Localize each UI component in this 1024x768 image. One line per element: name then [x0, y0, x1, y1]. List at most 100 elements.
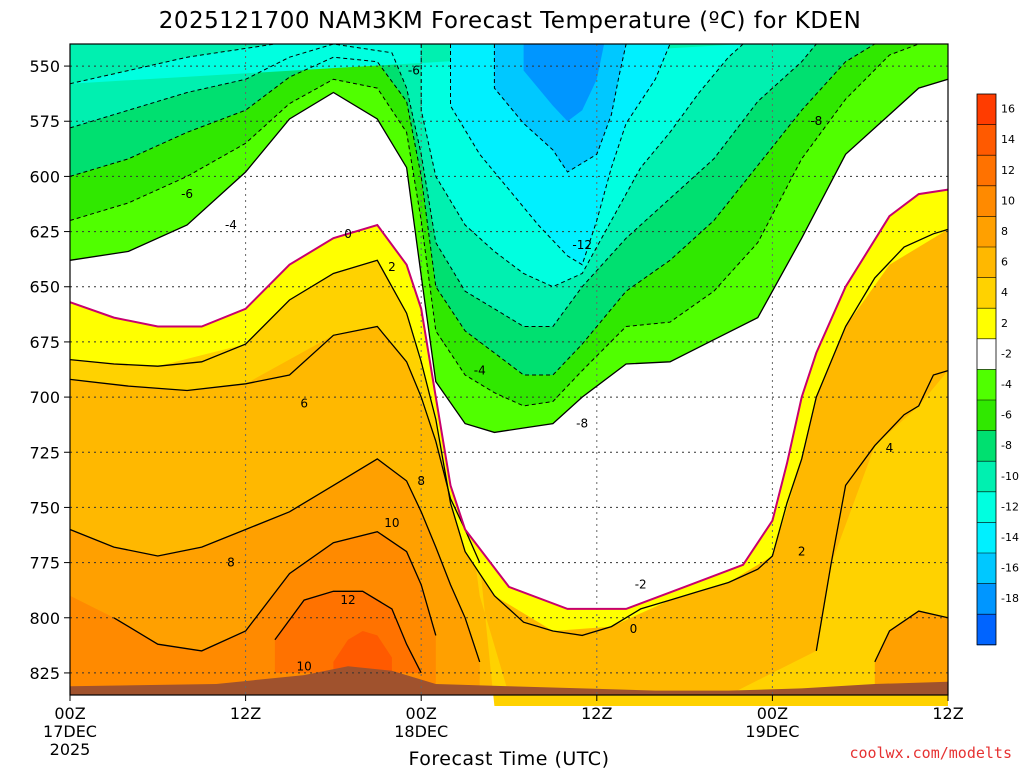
- contour-label: -12: [572, 238, 592, 252]
- contour-label: -4: [474, 364, 486, 378]
- colorbar-swatch: [977, 216, 996, 248]
- x-tick-label: 00Z: [406, 704, 437, 723]
- contour-line-dashed: [420, 43, 744, 288]
- contour-label: 2: [798, 545, 806, 559]
- terrain-fill: [70, 666, 948, 695]
- y-tick-label: 600: [29, 167, 60, 186]
- colorbar-swatch: [977, 124, 996, 156]
- colorbar-label: 10: [1001, 194, 1015, 207]
- contour-line-zero: [69, 188, 949, 610]
- contour-label: 2: [388, 260, 396, 274]
- axes: 55057560062565067570072575077580082500Z1…: [29, 43, 964, 759]
- colorbar-swatch: [977, 430, 996, 462]
- x-tick-date: 18DEC: [394, 722, 448, 741]
- y-tick-label: 825: [29, 664, 60, 683]
- contour-line-10: [113, 530, 437, 652]
- y-tick-label: 775: [29, 554, 60, 573]
- contour-line-dashed: [69, 43, 817, 327]
- contour-line-4: [69, 325, 481, 563]
- contour-label: 10: [296, 659, 311, 673]
- colorbar-swatch: [977, 185, 996, 217]
- contour-label: -6: [408, 63, 420, 77]
- contour-label: -6: [181, 187, 193, 201]
- colorbar-label: -8: [1001, 439, 1012, 452]
- contour-label: 6: [300, 397, 308, 411]
- contour-lines: [69, 43, 949, 674]
- chart-title: 2025121700 NAM3KM Forecast Temperature (…: [159, 8, 862, 34]
- contour-label: 0: [630, 622, 638, 636]
- contour-label: 12: [340, 593, 355, 607]
- colorbar-swatch: [977, 583, 996, 615]
- contour-label: -8: [576, 417, 588, 431]
- x-tick-label: 00Z: [54, 704, 85, 723]
- colorbar-swatch: [977, 553, 996, 585]
- colorbar-label: -10: [1001, 470, 1019, 483]
- source-credit[interactable]: coolwx.com/modelts: [849, 744, 1012, 762]
- contour-line-dashed: [69, 43, 919, 407]
- colorbar-label: -4: [1001, 378, 1012, 391]
- colorbar-label: -12: [1001, 500, 1019, 513]
- contour-label: 0: [344, 227, 352, 241]
- colorbar-label: -16: [1001, 562, 1019, 575]
- contour-label: 4: [886, 441, 894, 455]
- contour-label: 8: [227, 556, 235, 570]
- colorbar: 16 14 12 10 8 6 4 2 -2 -4 -6 -8 -10 -12 -14 -16 -18: [976, 93, 1019, 646]
- contour-labels: -6 -8 -6 -4 0 -12 2 -4 6 -8 4 8 10 2 8 -2 12 0 10: [181, 63, 893, 673]
- contour-line-2: [69, 228, 949, 637]
- colorbar-swatch: [977, 522, 996, 554]
- contour-line-dashed: [493, 43, 627, 173]
- grid-lines: [69, 44, 949, 695]
- colorbar-swatch: [977, 614, 996, 646]
- colorbar-label: 8: [1001, 225, 1008, 238]
- band-fill-14: [333, 631, 392, 676]
- x-tick-label: 12Z: [932, 704, 963, 723]
- band-fill-m16: [523, 44, 605, 122]
- contour-label: 10: [384, 516, 399, 530]
- x-tick-label: 00Z: [757, 704, 788, 723]
- colorbar-label: 14: [1001, 133, 1015, 146]
- contour-line--4: [69, 78, 949, 434]
- colorbar-label: 4: [1001, 286, 1008, 299]
- colorbar-label: -18: [1001, 592, 1019, 605]
- y-tick-label: 725: [29, 443, 60, 462]
- colorbar-label: -6: [1001, 409, 1012, 422]
- colorbar-swatch: [977, 308, 996, 340]
- contour-label: 8: [417, 474, 425, 488]
- plot-frame: [69, 43, 949, 696]
- colorbar-swatch: [977, 491, 996, 523]
- x-axis-label: Forecast Time (UTC): [409, 748, 610, 768]
- y-tick-label: 675: [29, 333, 60, 352]
- colorbar-swatch: [977, 247, 996, 279]
- colorbar-swatch: [977, 338, 996, 370]
- x-tick-date: 17DEC: [43, 722, 97, 741]
- contour-line-8: [69, 458, 481, 663]
- colorbar-swatch: [977, 400, 996, 432]
- contour-line-dashed: [69, 43, 876, 376]
- contour-line-dashed: [69, 43, 275, 85]
- y-tick-label: 800: [29, 609, 60, 628]
- y-tick-label: 575: [29, 112, 60, 131]
- contour-label: -4: [225, 218, 237, 232]
- y-tick-label: 700: [29, 388, 60, 407]
- contour-label: -2: [635, 578, 647, 592]
- colorbar-label: 12: [1001, 164, 1015, 177]
- contour-line-dashed: [450, 43, 671, 266]
- x-tick-label: 12Z: [230, 704, 261, 723]
- colorbar-label: 6: [1001, 256, 1008, 269]
- colorbar-label: -14: [1001, 531, 1019, 544]
- y-tick-label: 650: [29, 278, 60, 297]
- colorbar-label: -2: [1001, 347, 1012, 360]
- colorbar-swatch: [977, 94, 996, 126]
- x-tick-year: 2025: [50, 740, 91, 759]
- contour-line-12: [274, 590, 422, 674]
- plot-area: [70, 44, 948, 706]
- y-tick-label: 550: [29, 57, 60, 76]
- colorbar-swatch: [977, 155, 996, 187]
- y-tick-label: 750: [29, 498, 60, 517]
- colorbar-swatch: [977, 277, 996, 309]
- colorbar-swatch: [977, 369, 996, 401]
- colorbar-label: 2: [1001, 317, 1008, 330]
- x-tick-date: 19DEC: [745, 722, 799, 741]
- x-tick-label: 12Z: [581, 704, 612, 723]
- colorbar-swatch: [977, 461, 996, 493]
